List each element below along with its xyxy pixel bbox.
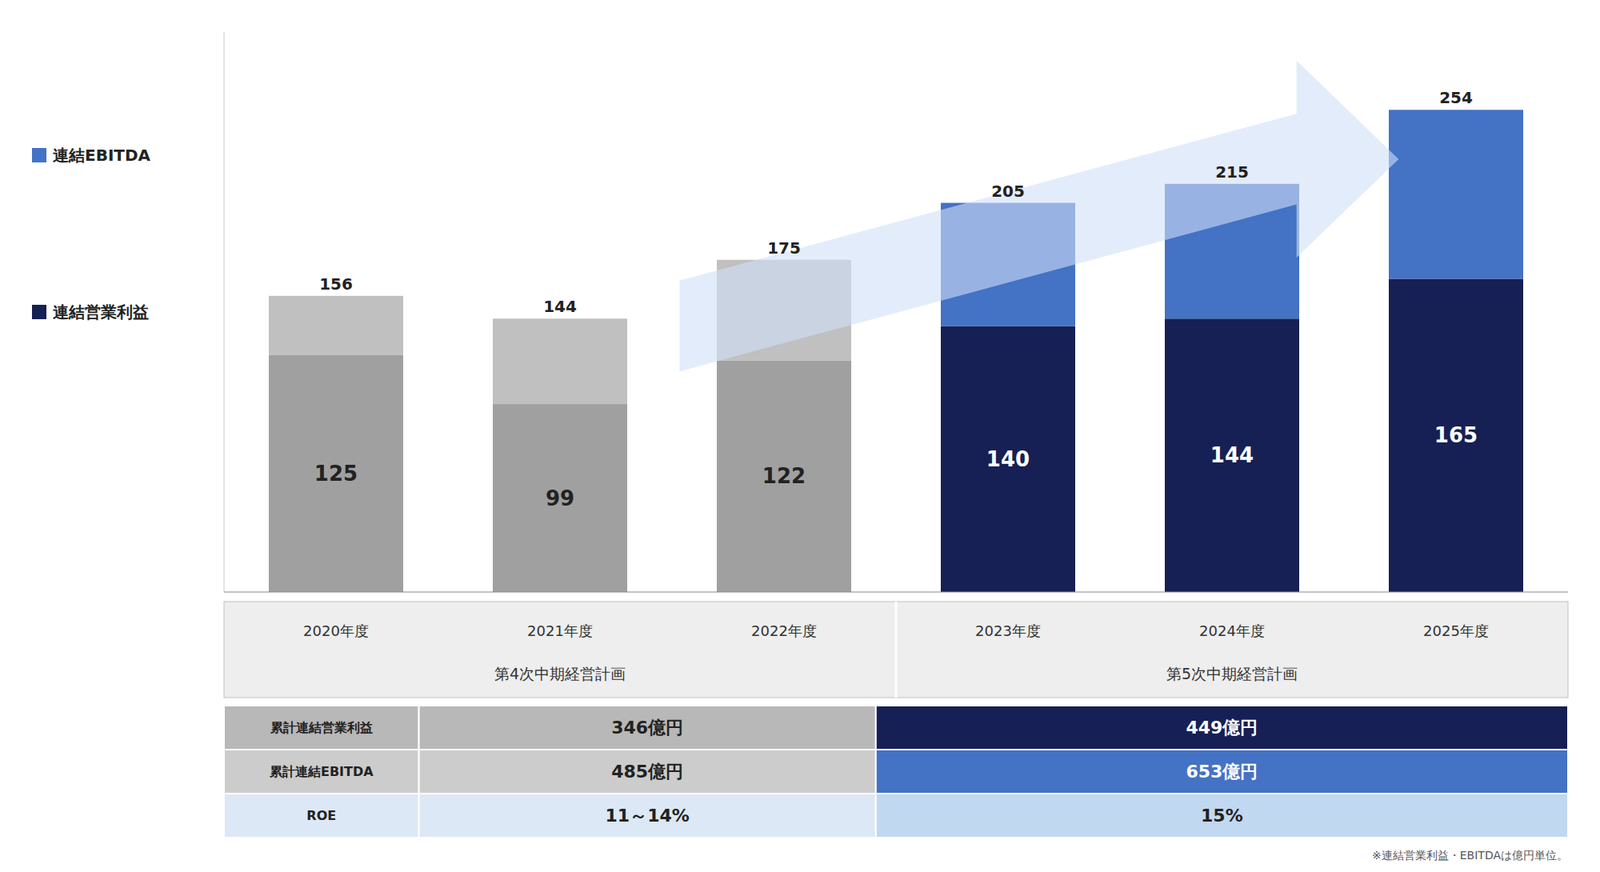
- total-label: 215: [1215, 162, 1249, 182]
- bar-segment: [1164, 318, 1300, 592]
- category-label: 2025年度: [1423, 622, 1489, 640]
- table-value: 346億円: [611, 717, 684, 738]
- total-label: 144: [543, 296, 577, 316]
- data-label: 122: [762, 464, 806, 488]
- bar-segment: [492, 318, 628, 404]
- category-label: 2023年度: [975, 622, 1041, 640]
- table-cell: [224, 749, 420, 794]
- table-cell: [224, 705, 420, 750]
- series-name: 連結営業利益: [52, 302, 149, 322]
- bar-segment: [1388, 278, 1524, 592]
- bar-segment: [940, 326, 1076, 592]
- table-value: 11～14%: [605, 805, 690, 826]
- total-label: 254: [1439, 88, 1473, 108]
- table-cell: [419, 705, 876, 750]
- chart: 125 99 122 140 144 165 156 144 175 205 215 254 連結営業利…: [0, 0, 1600, 872]
- total-label: 175: [767, 238, 801, 258]
- period-row: [224, 601, 1568, 698]
- bar-segment: [268, 296, 404, 356]
- data-label: 125: [314, 461, 358, 486]
- labels: 125 99 122 140 144 165 156 144 175 205 215 254: [314, 88, 1478, 510]
- table-value: 449億円: [1185, 717, 1258, 738]
- data-label: 99: [545, 486, 575, 511]
- series-swatch: [32, 148, 47, 163]
- data-label: 165: [1434, 423, 1478, 448]
- bar-segment: [492, 404, 628, 592]
- bar-segment: [716, 360, 852, 592]
- table-row-label: ROE: [306, 808, 336, 824]
- series-name: 連結EBITDA: [52, 145, 152, 165]
- category-label: 2022年度: [751, 622, 817, 640]
- trend-arrow: [680, 60, 1400, 372]
- period-label: 第4次中期経営計画: [494, 664, 626, 683]
- bar-segment: [1388, 109, 1524, 279]
- category-label: 2024年度: [1199, 622, 1265, 640]
- table-value: 15%: [1200, 805, 1244, 826]
- bar-segment: [268, 354, 404, 592]
- table-cell: [876, 793, 1568, 838]
- table-value: 653億円: [1185, 761, 1258, 782]
- footnote: ※連結営業利益・EBITDAは億円単位。: [1372, 848, 1568, 862]
- data-label: 144: [1210, 443, 1254, 468]
- period-divider: [895, 601, 898, 698]
- data-label: 140: [986, 447, 1030, 472]
- series-swatch: [32, 304, 47, 320]
- table-cell: [876, 705, 1568, 750]
- table-cell: [419, 749, 876, 794]
- value-axis-line: [224, 32, 225, 592]
- category-label: 2020年度: [303, 622, 369, 640]
- total-label: 156: [319, 274, 353, 294]
- table-cell: [876, 749, 1568, 794]
- period-label: 第5次中期経営計画: [1166, 664, 1298, 683]
- table-cell: [224, 793, 420, 838]
- table-row-label: 累計連結EBITDA: [268, 764, 374, 780]
- category-label: 2021年度: [527, 622, 593, 640]
- table-row-label: 累計連結営業利益: [269, 720, 373, 736]
- table-cell: [419, 793, 876, 838]
- baseline: [224, 592, 1568, 593]
- table-value: 485億円: [611, 761, 684, 782]
- total-label: 205: [991, 181, 1025, 201]
